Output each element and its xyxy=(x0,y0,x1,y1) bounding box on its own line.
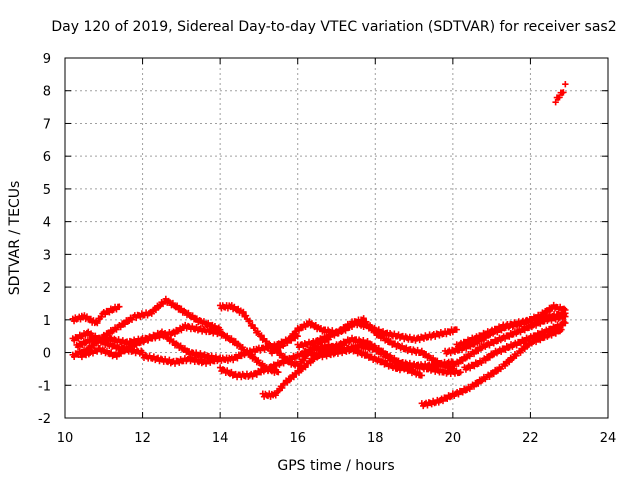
x-tick-label: 20 xyxy=(445,431,462,446)
x-tick-label: 14 xyxy=(212,431,229,446)
series-trace-12 xyxy=(302,344,464,378)
x-tick-label: 12 xyxy=(134,431,151,446)
x-axis-label: GPS time / hours xyxy=(277,458,394,474)
y-axis-ticks: -2 -1 0 1 2 3 4 5 6 7 8 9 xyxy=(38,52,608,427)
y-tick-label: 9 xyxy=(43,52,51,67)
plus-markers xyxy=(294,318,460,351)
grid-lines xyxy=(65,58,608,418)
x-tick-label: 22 xyxy=(522,431,539,446)
y-tick-label: 2 xyxy=(43,281,51,296)
y-tick-label: -1 xyxy=(38,379,51,394)
plus-markers xyxy=(418,326,565,410)
plus-markers xyxy=(302,344,464,378)
plus-markers xyxy=(69,295,224,361)
series-trace-13 xyxy=(418,326,565,410)
plus-markers xyxy=(139,351,224,367)
y-tick-label: 3 xyxy=(43,248,51,263)
data-series xyxy=(69,80,569,410)
series-trace-1 xyxy=(69,303,123,327)
y-tick-label: 4 xyxy=(43,216,51,231)
series-trace-16 xyxy=(453,309,569,350)
x-tick-label: 24 xyxy=(600,431,617,446)
series-trace-3 xyxy=(69,295,224,361)
plus-markers xyxy=(77,328,301,364)
y-axis-label: SDTVAR / TECUs xyxy=(7,181,23,296)
series-trace-5 xyxy=(77,328,301,364)
y-tick-label: 5 xyxy=(43,183,51,198)
y-tick-label: 1 xyxy=(43,314,51,329)
plus-markers xyxy=(461,318,569,373)
plus-markers xyxy=(69,303,123,327)
plus-markers xyxy=(552,80,569,106)
y-tick-label: 8 xyxy=(43,85,51,100)
chart-title: Day 120 of 2019, Sidereal Day-to-day VTE… xyxy=(51,19,616,35)
x-tick-label: 16 xyxy=(289,431,306,446)
y-tick-label: 0 xyxy=(43,347,51,362)
series-trace-6 xyxy=(139,351,224,367)
x-tick-label: 18 xyxy=(367,431,384,446)
series-trace-18 xyxy=(552,80,569,106)
y-tick-label: 7 xyxy=(43,117,51,132)
y-tick-label: 6 xyxy=(43,150,51,165)
series-trace-11 xyxy=(294,318,460,351)
series-trace-17 xyxy=(461,318,569,373)
x-axis-ticks: 10 12 14 16 18 20 22 24 xyxy=(57,58,617,446)
plus-markers xyxy=(453,309,569,350)
plot-frame xyxy=(64,57,609,419)
x-tick-label: 10 xyxy=(57,431,74,446)
y-tick-label: -2 xyxy=(38,412,51,427)
